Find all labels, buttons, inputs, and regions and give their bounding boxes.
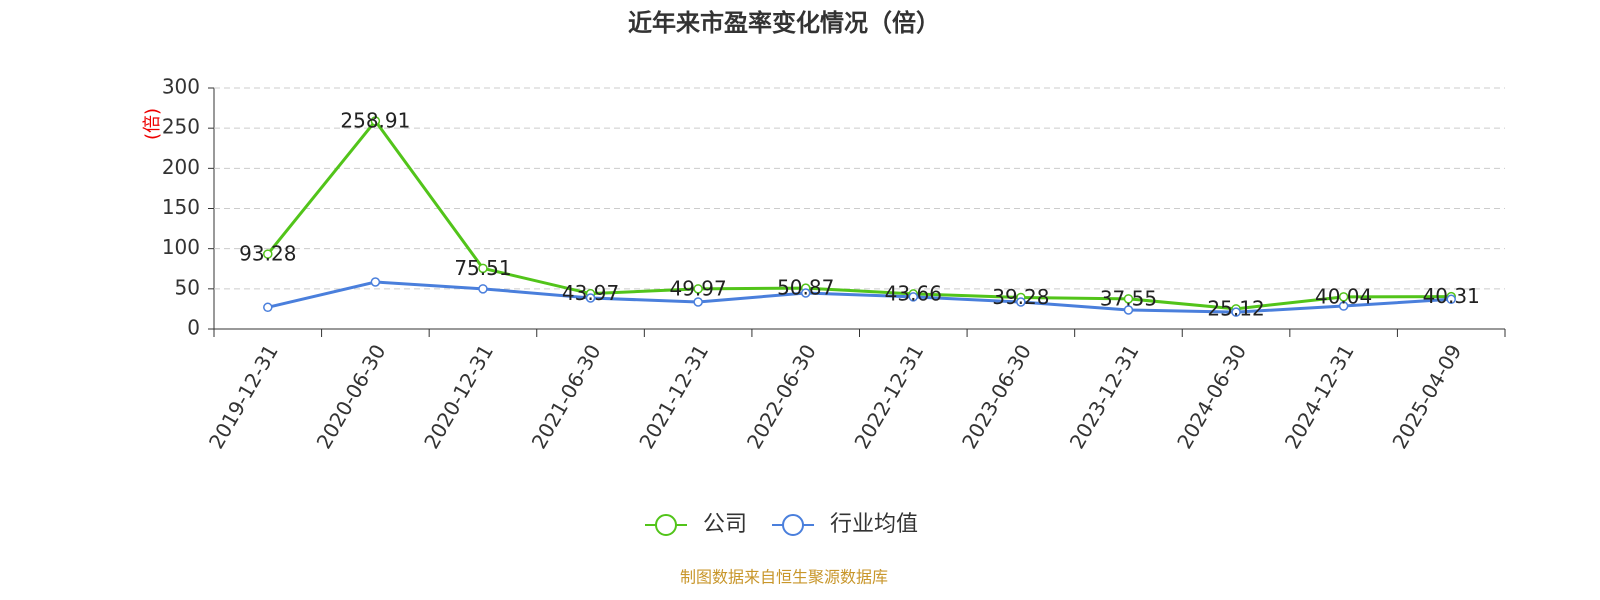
x-tick-label: 2022-06-30 — [742, 340, 821, 453]
data-label: 75.51 — [454, 256, 511, 280]
y-tick-label: 300 — [162, 75, 200, 99]
data-label: 50.87 — [777, 276, 834, 300]
data-label: 40.31 — [1423, 284, 1480, 308]
y-tick-label: 50 — [175, 275, 200, 299]
data-point — [1446, 294, 1456, 305]
data-label: 37.55 — [1100, 286, 1157, 310]
y-tick-label: 0 — [187, 316, 200, 340]
y-tick-label: 200 — [162, 155, 200, 179]
data-point — [1231, 307, 1241, 317]
series-line — [266, 118, 1452, 311]
chart-title: 近年来市盈率变化情况（倍） — [628, 9, 940, 37]
x-tick-label: 2021-12-31 — [634, 340, 713, 453]
x-tick-label: 2024-12-31 — [1280, 340, 1359, 453]
data-label: 40.04 — [1315, 284, 1372, 308]
x-tick-label: 2022-12-31 — [849, 340, 928, 453]
y-tick-label: 100 — [162, 235, 200, 259]
x-tick-label: 2025-04-09 — [1387, 340, 1466, 453]
legend: 公司 行业均值 — [645, 512, 918, 537]
x-tick-label: 2021-06-30 — [527, 340, 606, 453]
data-point — [1338, 301, 1349, 311]
data-label: 25.12 — [1207, 296, 1264, 320]
data-label: 258.91 — [340, 109, 410, 133]
source-note: 制图数据来自恒生聚源数据库 — [680, 568, 888, 587]
data-label: 93.28 — [239, 242, 296, 266]
data-point — [908, 292, 919, 302]
y-tick-label: 250 — [162, 115, 200, 139]
x-tick-label: 2024-06-30 — [1172, 340, 1251, 453]
data-point — [800, 288, 811, 298]
data-label: 43.66 — [885, 281, 942, 305]
legend-marker — [782, 514, 805, 536]
data-point — [585, 293, 596, 303]
data-label: 39.28 — [992, 285, 1049, 309]
x-tick-label: 2019-12-31 — [204, 340, 283, 453]
data-point — [478, 284, 488, 294]
y-axis-label: (倍) — [142, 108, 163, 140]
data-point — [1016, 297, 1026, 307]
data-point — [693, 284, 703, 294]
legend-label: 公司 — [703, 512, 747, 537]
x-tick-label: 2023-06-30 — [957, 340, 1036, 453]
data-label: 43.97 — [562, 281, 619, 305]
data-point — [693, 297, 703, 307]
data-point — [263, 249, 273, 259]
data-point — [1338, 292, 1349, 302]
data-point — [370, 116, 381, 126]
data-point — [1123, 305, 1134, 315]
y-tick-label: 150 — [162, 195, 200, 219]
data-label: 49.97 — [669, 276, 726, 300]
x-tick-label: 2020-12-31 — [419, 340, 498, 453]
legend-marker — [655, 514, 677, 536]
data-point — [263, 302, 273, 313]
data-point — [370, 277, 381, 287]
data-point — [1123, 294, 1134, 304]
legend-label: 行业均值 — [830, 512, 918, 537]
series-line — [267, 280, 1452, 314]
x-tick-label: 2023-12-31 — [1065, 340, 1144, 453]
x-tick-label: 2020-06-30 — [312, 340, 391, 453]
data-point — [478, 263, 488, 274]
